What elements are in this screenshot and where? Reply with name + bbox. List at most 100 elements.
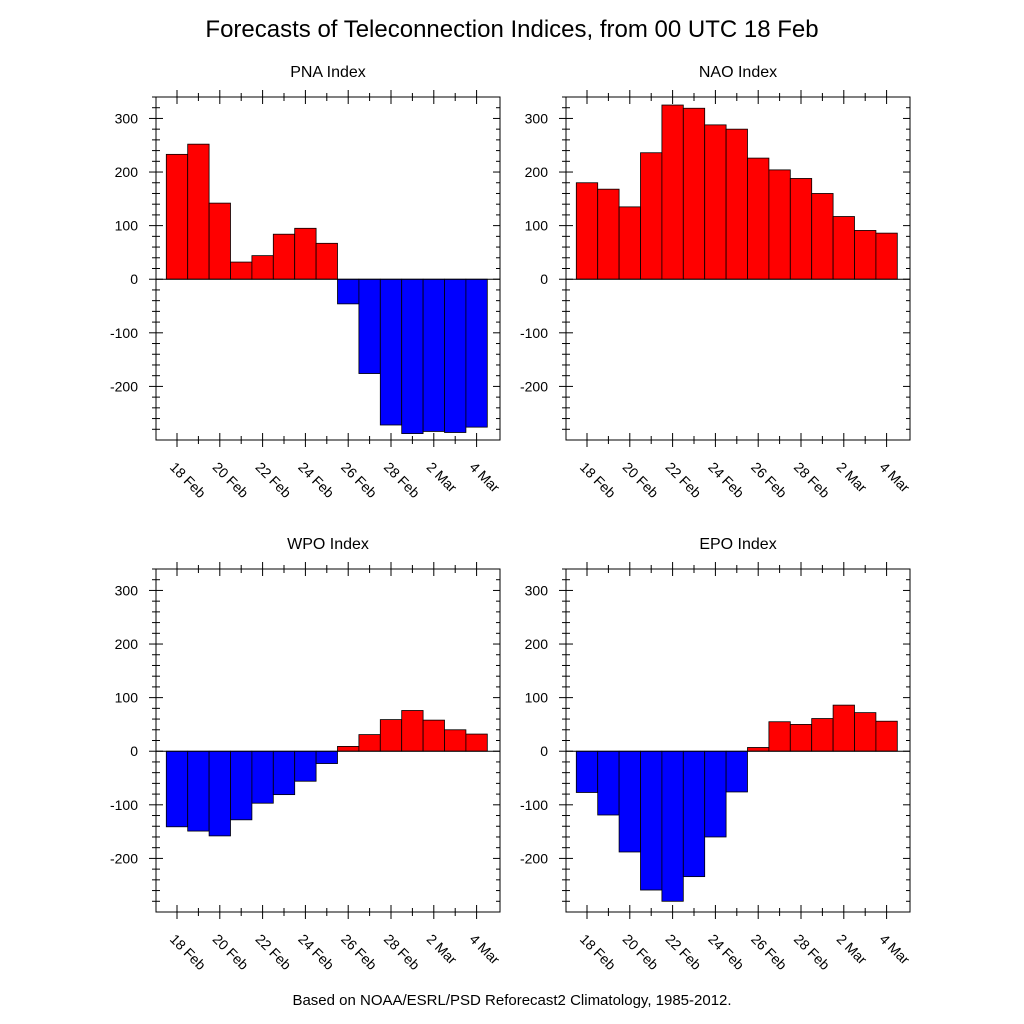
wpo-bar bbox=[444, 729, 467, 752]
pna-bar bbox=[165, 153, 189, 280]
nao-bar bbox=[854, 230, 877, 280]
pna-title: PNA Index bbox=[290, 64, 366, 81]
pna-bar bbox=[379, 278, 403, 426]
epo-bar bbox=[597, 750, 620, 816]
pna-xtick-label: 26 Feb bbox=[338, 459, 380, 501]
wpo-bar bbox=[401, 710, 424, 752]
wpo-bar bbox=[379, 719, 403, 752]
nao-xtick-label: 4 Mar bbox=[876, 459, 913, 496]
wpo-ytick-label: 300 bbox=[115, 582, 139, 598]
pna-bar bbox=[358, 278, 381, 374]
pna-bar bbox=[230, 261, 253, 280]
wpo-ytick-label: 200 bbox=[115, 636, 139, 652]
nao-xtick-label: 20 Feb bbox=[620, 459, 662, 501]
epo-xtick-label: 20 Feb bbox=[620, 931, 662, 973]
epo-xtick-label: 22 Feb bbox=[662, 931, 704, 973]
figure-title: Forecasts of Teleconnection Indices, fro… bbox=[205, 16, 819, 43]
pna-ytick-label: -100 bbox=[110, 325, 138, 341]
wpo-ytick-label: 0 bbox=[130, 743, 138, 759]
epo-bar bbox=[811, 718, 834, 752]
wpo-bar bbox=[315, 750, 338, 764]
epo-ytick-label: 100 bbox=[525, 690, 549, 706]
epo-bar bbox=[832, 704, 855, 752]
pna-bar bbox=[251, 255, 274, 280]
pna-bar bbox=[272, 233, 296, 280]
pna-xtick-label: 4 Mar bbox=[466, 459, 503, 496]
nao-ytick-label: -100 bbox=[520, 325, 548, 341]
nao-bar bbox=[747, 157, 770, 280]
nao-bar bbox=[575, 182, 599, 280]
nao-ytick-label: 0 bbox=[540, 271, 548, 287]
epo-xtick-label: 24 Feb bbox=[705, 931, 747, 973]
wpo-bar bbox=[165, 750, 189, 828]
pna-xtick-label: 22 Feb bbox=[252, 459, 294, 501]
epo-bar bbox=[747, 747, 770, 752]
nao-bar bbox=[618, 206, 641, 280]
pna-xtick-label: 20 Feb bbox=[210, 459, 252, 501]
epo-bar bbox=[618, 750, 641, 853]
pna-bar bbox=[294, 227, 317, 280]
footer-note: Based on NOAA/ESRL/PSD Reforecast2 Clima… bbox=[292, 992, 732, 1009]
pna-bar bbox=[401, 278, 424, 434]
epo-title: EPO Index bbox=[699, 536, 776, 553]
wpo-xtick-label: 24 Feb bbox=[295, 931, 337, 973]
epo-bar bbox=[682, 750, 706, 878]
nao-bar bbox=[661, 104, 684, 280]
nao-bar bbox=[682, 107, 706, 280]
nao-ytick-label: 200 bbox=[525, 164, 549, 180]
epo-xtick-label: 28 Feb bbox=[791, 931, 833, 973]
pna-bar bbox=[422, 278, 445, 432]
pna-ytick-label: -200 bbox=[110, 378, 138, 394]
epo-bar bbox=[661, 750, 684, 902]
wpo-xtick-label: 22 Feb bbox=[252, 931, 294, 973]
wpo-ytick-label: -100 bbox=[110, 797, 138, 813]
nao-xtick-label: 22 Feb bbox=[662, 459, 704, 501]
wpo-bar bbox=[337, 746, 360, 752]
pna-bar bbox=[187, 143, 210, 280]
pna-ytick-label: 0 bbox=[130, 271, 138, 287]
wpo-xtick-label: 28 Feb bbox=[381, 931, 423, 973]
nao-xtick-label: 26 Feb bbox=[748, 459, 790, 501]
wpo-bar bbox=[251, 750, 274, 804]
epo-ytick-label: 0 bbox=[540, 743, 548, 759]
nao-bar bbox=[725, 128, 748, 280]
wpo-xtick-label: 26 Feb bbox=[338, 931, 380, 973]
epo-bar bbox=[875, 720, 898, 752]
wpo-ytick-label: -200 bbox=[110, 850, 138, 866]
epo-xtick-label: 18 Feb bbox=[577, 931, 619, 973]
epo-bar bbox=[854, 712, 877, 752]
wpo-bar bbox=[272, 750, 296, 796]
epo-bar bbox=[575, 750, 599, 793]
epo-bar bbox=[704, 750, 727, 838]
nao-xtick-label: 18 Feb bbox=[577, 459, 619, 501]
pna-xtick-label: 24 Feb bbox=[295, 459, 337, 501]
nao-bar bbox=[875, 232, 898, 280]
pna-ytick-label: 100 bbox=[115, 218, 139, 234]
wpo-bar bbox=[294, 750, 317, 782]
pna-ytick-label: 200 bbox=[115, 164, 139, 180]
epo-xtick-label: 2 Mar bbox=[834, 931, 871, 968]
wpo-bar bbox=[358, 734, 381, 752]
wpo-title: WPO Index bbox=[287, 536, 369, 553]
nao-ytick-label: 300 bbox=[525, 110, 549, 126]
wpo-ytick-label: 100 bbox=[115, 690, 139, 706]
epo-bar bbox=[789, 724, 813, 752]
wpo-xtick-label: 4 Mar bbox=[466, 931, 503, 968]
nao-bar bbox=[789, 178, 813, 280]
epo-ytick-label: 300 bbox=[525, 582, 549, 598]
pna-bar bbox=[465, 278, 488, 428]
pna-bar bbox=[444, 278, 467, 433]
pna-bar bbox=[337, 278, 360, 305]
pna-xtick-label: 18 Feb bbox=[167, 459, 209, 501]
wpo-xtick-label: 18 Feb bbox=[167, 931, 209, 973]
pna-xtick-label: 2 Mar bbox=[424, 459, 461, 496]
nao-bar bbox=[832, 216, 855, 280]
nao-xtick-label: 2 Mar bbox=[834, 459, 871, 496]
epo-xtick-label: 4 Mar bbox=[876, 931, 913, 968]
nao-bar bbox=[704, 124, 727, 280]
